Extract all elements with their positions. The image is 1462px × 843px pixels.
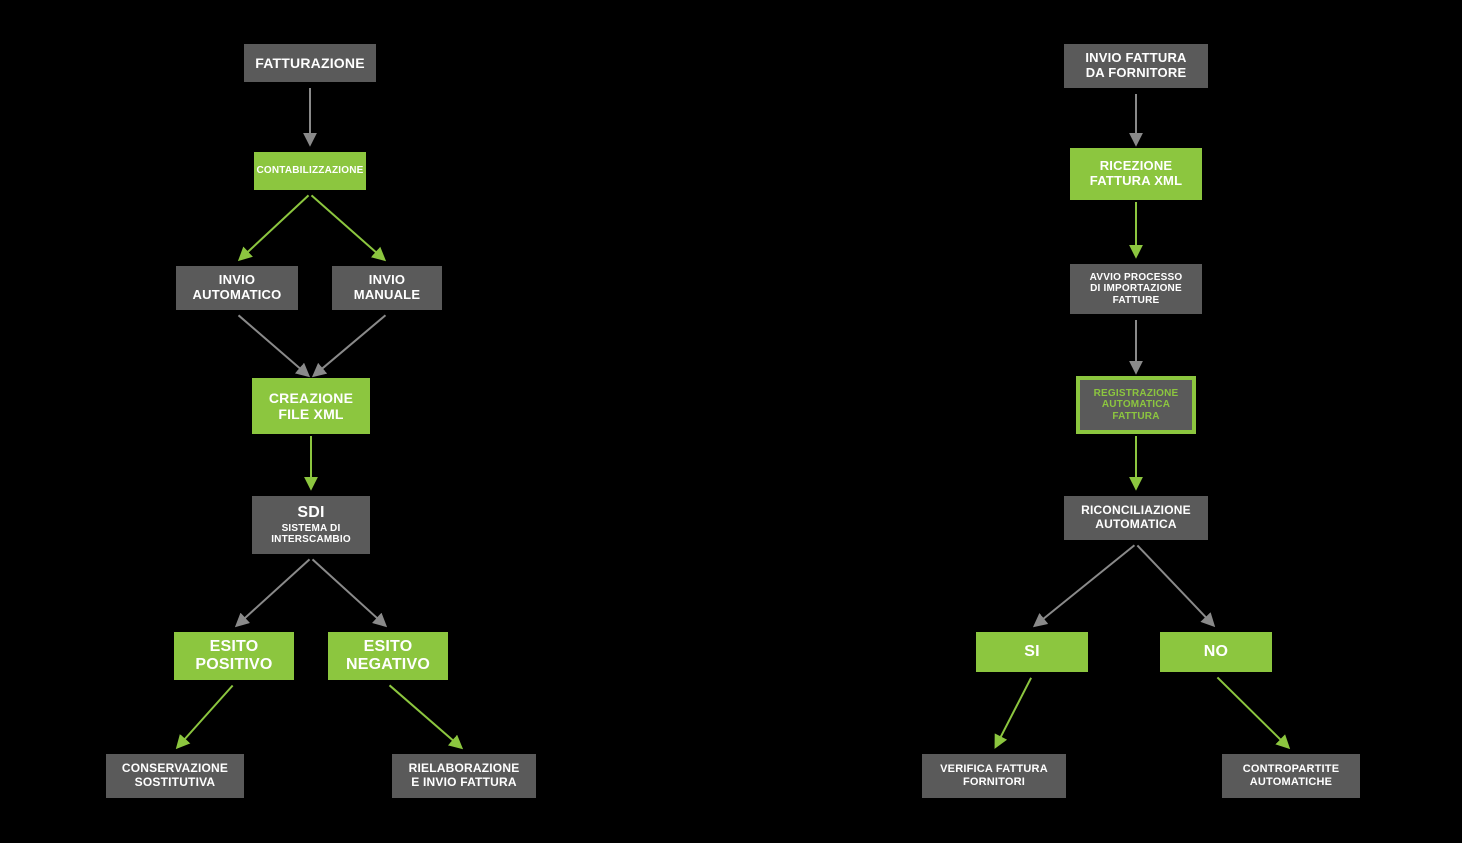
node-r-si: SI	[972, 628, 1092, 676]
node-label: INVIO MANUALE	[346, 267, 428, 309]
node-l-sdi: SDISISTEMA DIINTERSCAMBIO	[248, 492, 374, 558]
edge	[237, 559, 310, 625]
node-r-avvio: AVVIO PROCESSO DI IMPORTAZIONE FATTURE	[1066, 260, 1206, 318]
node-label: NO	[1196, 637, 1236, 667]
node-r-ricon: RICONCILIAZIONE AUTOMATICA	[1060, 492, 1212, 544]
node-label: CONTROPARTITE AUTOMATICHE	[1235, 757, 1348, 794]
node-label: INVIO FATTURA DA FORNITORE	[1077, 45, 1194, 87]
node-r-reg: REGISTRAZIONE AUTOMATICA FATTURA	[1076, 376, 1196, 434]
node-l-cont: CONTABILIZZAZIONE	[250, 148, 370, 194]
edge	[390, 685, 461, 747]
node-r-ric: RICEZIONE FATTURA XML	[1070, 148, 1202, 200]
node-l-neg: ESITO NEGATIVO	[324, 628, 452, 684]
node-label: AVVIO PROCESSO DI IMPORTAZIONE FATTURE	[1082, 266, 1191, 313]
edge	[1217, 677, 1288, 747]
node-label: RICONCILIAZIONE AUTOMATICA	[1073, 498, 1199, 538]
node-l-man: INVIO MANUALE	[328, 262, 446, 314]
node-l-riel: RIELABORAZIONE E INVIO FATTURA	[388, 750, 540, 802]
node-label: REGISTRAZIONE AUTOMATICA FATTURA	[1086, 382, 1187, 429]
node-l-fatt: FATTURAZIONE	[240, 40, 380, 86]
edge	[1137, 545, 1213, 625]
node-label: ESITO NEGATIVO	[338, 632, 438, 681]
edge	[311, 195, 384, 259]
node-r-invio: INVIO FATTURA DA FORNITORE	[1060, 40, 1212, 92]
node-label: CONSERVAZIONE SOSTITUTIVA	[114, 756, 236, 796]
node-label: FATTURAZIONE	[247, 49, 372, 77]
node-r-ver: VERIFICA FATTURA FORNITORI	[918, 750, 1070, 802]
edge	[312, 559, 385, 625]
node-l-cons: CONSERVAZIONE SOSTITUTIVA	[102, 750, 248, 802]
edge	[178, 685, 233, 747]
edge	[239, 315, 308, 375]
node-l-pos: ESITO POSITIVO	[170, 628, 298, 684]
node-l-auto: INVIO AUTOMATICO	[172, 262, 302, 314]
node-label: SDISISTEMA DIINTERSCAMBIO	[263, 498, 359, 551]
node-label: SI	[1016, 637, 1048, 667]
node-label: RICEZIONE FATTURA XML	[1082, 153, 1190, 195]
node-label: INVIO AUTOMATICO	[185, 267, 290, 309]
edge	[314, 315, 385, 375]
node-r-no: NO	[1156, 628, 1276, 676]
edge	[996, 678, 1031, 747]
node-label: VERIFICA FATTURA FORNITORI	[932, 757, 1056, 794]
node-label: ESITO POSITIVO	[187, 632, 280, 681]
node-label: RIELABORAZIONE E INVIO FATTURA	[401, 756, 528, 796]
node-r-contro: CONTROPARTITE AUTOMATICHE	[1218, 750, 1364, 802]
edge	[240, 195, 309, 259]
node-label: CREAZIONE FILE XML	[261, 384, 361, 428]
edge-layer	[0, 0, 1462, 843]
node-label: CONTABILIZZAZIONE	[248, 159, 371, 183]
edge	[1035, 545, 1134, 625]
node-l-xml: CREAZIONE FILE XML	[252, 378, 370, 434]
